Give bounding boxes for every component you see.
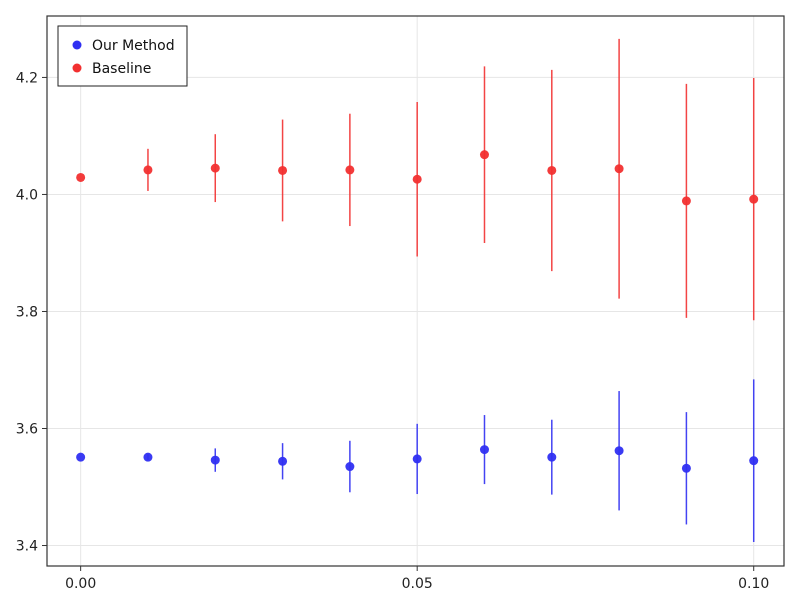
legend-label-baseline: Baseline — [92, 61, 151, 77]
data-layer — [76, 38, 759, 543]
data-point — [412, 454, 422, 464]
data-point — [210, 455, 220, 465]
data-point — [143, 452, 153, 462]
series-baseline — [76, 38, 759, 321]
data-point — [412, 174, 422, 184]
x-tick-label: 0.10 — [738, 576, 769, 592]
data-point — [76, 452, 86, 462]
data-point — [479, 150, 489, 160]
grid — [47, 16, 784, 566]
y-tick-label: 3.4 — [16, 539, 38, 555]
data-point — [143, 165, 153, 175]
data-point — [210, 163, 220, 173]
data-point — [749, 194, 759, 204]
data-point — [547, 452, 557, 462]
y-tick-label: 3.6 — [16, 422, 38, 438]
legend: Our Method Baseline — [57, 25, 188, 87]
data-point — [547, 165, 557, 175]
y-tick-label: 3.8 — [16, 304, 38, 320]
legend-box — [57, 25, 188, 87]
axis-ticks: 0.00 0.05 0.10 3.4 3.6 3.8 4.0 4.2 — [16, 70, 770, 592]
data-point — [681, 196, 691, 206]
legend-marker-baseline — [72, 63, 82, 73]
data-point — [614, 446, 624, 456]
data-point — [278, 165, 288, 175]
plot-frame — [46, 15, 785, 567]
y-tick-label: 4.2 — [16, 70, 38, 86]
x-tick-label: 0.05 — [402, 576, 433, 592]
x-tick-label: 0.00 — [65, 576, 96, 592]
data-point — [749, 456, 759, 466]
data-point — [76, 172, 86, 182]
legend-label-our-method: Our Method — [92, 38, 175, 54]
data-point — [345, 462, 355, 472]
y-tick-label: 4.0 — [16, 187, 38, 203]
data-point — [614, 164, 624, 174]
data-point — [681, 463, 691, 473]
data-point — [278, 456, 288, 466]
data-point — [479, 445, 489, 455]
series-our-method — [76, 379, 759, 543]
legend-marker-our-method — [72, 40, 82, 50]
data-point — [345, 165, 355, 175]
